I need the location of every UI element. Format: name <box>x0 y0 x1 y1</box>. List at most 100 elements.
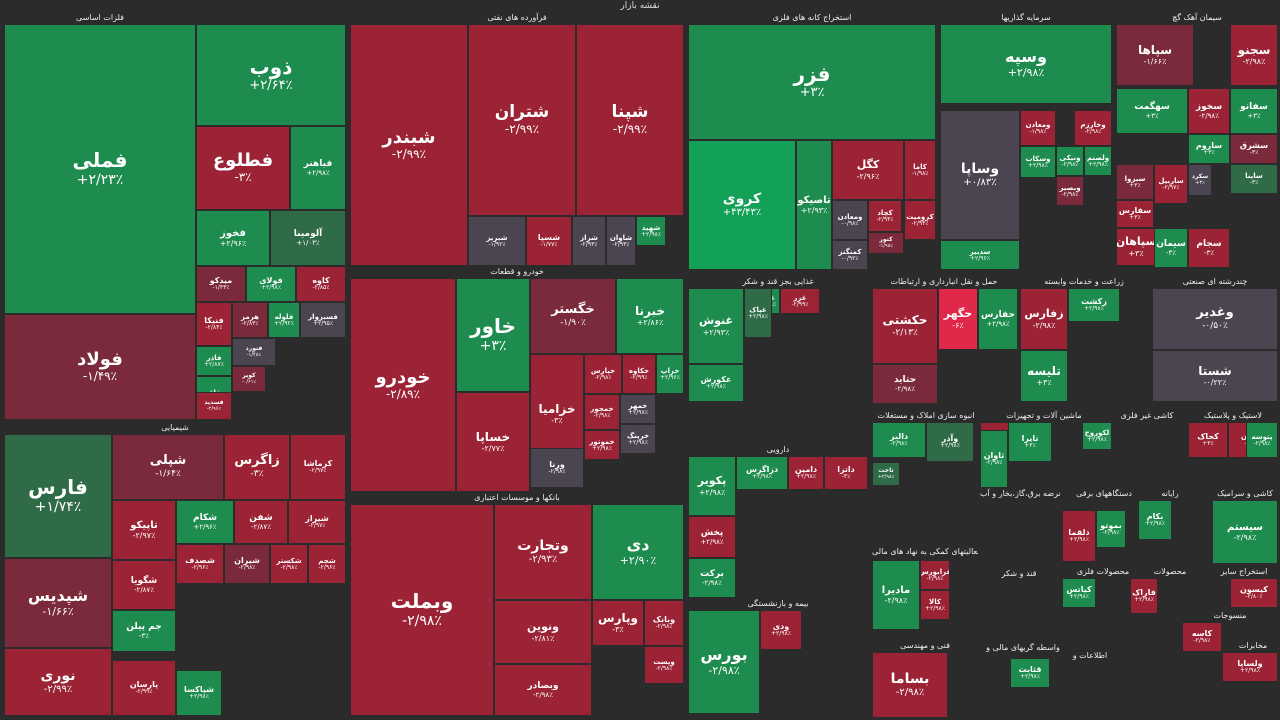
stock-tile[interactable]: فاذر +۲/۸۷٪ <box>196 346 232 376</box>
stock-tile[interactable]: سپاهان +۳٪ <box>1116 228 1156 266</box>
stock-tile[interactable]: میدکو -۱/۳۳٪ <box>196 266 246 302</box>
stock-tile[interactable]: سجام -۳٪ <box>1188 228 1230 268</box>
stock-tile[interactable]: پارسان -۲/۹۹٪ <box>112 660 176 716</box>
stock-tile[interactable]: دامین +۲/۹۸٪ <box>788 456 824 490</box>
stock-tile[interactable]: خساپا -۲/۷۷٪ <box>456 392 530 492</box>
stock-tile[interactable]: وبانک -۲/۹۸٪ <box>644 600 684 646</box>
stock-tile[interactable]: شکام +۲/۹۶٪ <box>176 500 234 544</box>
stock-tile[interactable]: کرومیت -۲/۹۴٪ <box>904 200 936 240</box>
stock-tile[interactable]: ودی +۲/۹۸٪ <box>760 610 802 650</box>
stock-tile[interactable]: کالا +۲/۹۸٪ <box>920 590 950 620</box>
stock-tile[interactable]: سفانو +۳٪ <box>1230 88 1278 134</box>
stock-tile[interactable]: شپدیس -۱/۶۶٪ <box>4 558 112 648</box>
stock-tile[interactable]: کچاد -۲/۹۴٪ <box>868 200 902 232</box>
stock-tile[interactable]: سجنو -۲/۹۸٪ <box>1230 24 1278 86</box>
stock-tile[interactable]: تایرا +۳٪ <box>1008 422 1052 462</box>
stock-tile[interactable]: وخارزم -۲/۹۸٪ <box>1074 110 1112 146</box>
stock-tile[interactable]: غکورش +۲/۹۸٪ <box>688 364 744 402</box>
stock-tile[interactable]: بموتو -۲/۹۸٪ <box>1096 510 1126 548</box>
stock-tile[interactable]: کنور -۱/۹۸٪ <box>868 232 904 254</box>
stock-tile[interactable]: کمنگنز -۰/۹۲٪ <box>832 240 868 270</box>
stock-tile[interactable]: کرماشا -۲/۹۷٪ <box>290 434 346 500</box>
stock-tile[interactable]: فطلوع -۳٪ <box>196 126 290 210</box>
stock-tile[interactable]: ولساپا +۲/۹۸٪ <box>1222 652 1278 682</box>
stock-tile[interactable]: حفارس +۲/۹۸٪ <box>978 288 1018 350</box>
stock-tile[interactable]: سپاها -۱/۶۶٪ <box>1116 24 1194 86</box>
stock-tile[interactable]: خپارس -۲/۹۸٪ <box>584 354 622 394</box>
stock-tile[interactable]: سیستم -۲/۹۸٪ <box>1212 500 1278 564</box>
stock-tile[interactable]: بکام +۲/۹۸٪ <box>1138 500 1172 540</box>
stock-tile[interactable]: وپارس -۳٪ <box>592 600 644 646</box>
stock-tile[interactable]: دی +۲/۹۰٪ <box>592 504 684 600</box>
stock-tile[interactable]: شیران -۲/۹۸٪ <box>224 544 270 584</box>
stock-tile[interactable]: خمحور -۲/۹۸٪ <box>584 394 620 430</box>
stock-tile[interactable]: غنوش +۲/۹۳٪ <box>688 288 744 364</box>
stock-tile[interactable]: سکرد +۳٪ <box>1188 164 1212 196</box>
stock-tile[interactable]: تاپیکو -۲/۹۷٪ <box>112 500 176 560</box>
stock-tile[interactable]: خرینگ +۲/۹۸٪ <box>620 424 656 454</box>
stock-tile[interactable]: فسدید -۲/۹۶٪ <box>196 392 232 420</box>
stock-tile[interactable]: کاسه -۲/۹۸٪ <box>1182 622 1222 652</box>
stock-tile[interactable]: دزاگرس +۲/۹۸٪ <box>736 456 788 490</box>
stock-tile[interactable]: سیمان -۳٪ <box>1154 228 1188 268</box>
stock-tile[interactable]: ساروم +۳٪ <box>1188 134 1230 164</box>
stock-tile[interactable]: حگهر -۶٪ <box>938 288 978 350</box>
stock-tile[interactable]: ساربیل -۲/۹۷٪ <box>1154 164 1188 204</box>
stock-tile[interactable]: غزر -۲/۹۹٪ <box>780 288 820 314</box>
stock-tile[interactable]: فباهنر +۲/۹۸٪ <box>290 126 346 210</box>
stock-tile[interactable]: کیاتس +۲/۹۸٪ <box>1062 578 1096 608</box>
stock-tile[interactable]: بساما -۲/۹۸٪ <box>872 652 948 718</box>
stock-tile[interactable]: ونیکی -۲/۹۸٪ <box>1056 146 1084 176</box>
stock-tile[interactable]: ونوین -۲/۸۱٪ <box>494 600 592 664</box>
stock-tile[interactable]: وساپا +۰/۸۳٪ <box>940 110 1020 240</box>
stock-tile[interactable]: فاراک +۲/۹۸٪ <box>1130 578 1158 614</box>
stock-tile[interactable]: تلیسه +۳٪ <box>1020 350 1068 402</box>
stock-tile[interactable]: لکوروح +۲/۹۸٪ <box>1082 422 1112 450</box>
stock-tile[interactable]: کگل -۲/۹۶٪ <box>832 140 904 200</box>
stock-tile[interactable]: ماديرا -۲/۹۸٪ <box>872 560 920 630</box>
stock-tile[interactable]: شپنا -۲/۹۹٪ <box>576 24 684 216</box>
stock-tile[interactable]: تاصیکو +۲/۹۳٪ <box>796 140 832 270</box>
stock-tile[interactable]: ساینا -۳٪ <box>1230 164 1278 194</box>
stock-tile[interactable]: وسپه +۲/۹۸٪ <box>940 24 1112 104</box>
stock-tile[interactable]: شپاکسا +۲/۹۸٪ <box>176 670 222 716</box>
stock-tile[interactable]: شیراز -۲/۹۷٪ <box>288 500 346 544</box>
stock-tile[interactable]: کروی +۴۳/۴۳٪ <box>688 140 796 270</box>
stock-tile[interactable]: خکاوه -۲/۹۹٪ <box>622 354 656 394</box>
stock-tile[interactable]: فسبزوار +۲/۹۵٪ <box>300 302 346 338</box>
stock-tile[interactable]: ومعادن -۰/۹۸٪ <box>832 200 868 240</box>
stock-tile[interactable]: شبندر -۲/۹۹٪ <box>350 24 468 266</box>
stock-tile[interactable]: وآذر +۲/۹۸٪ <box>926 422 974 462</box>
stock-tile[interactable]: خگستر -۱/۹۰٪ <box>530 278 616 354</box>
stock-tile[interactable]: پخش +۲/۹۸٪ <box>688 516 736 558</box>
stock-tile[interactable]: ثاخت +۲/۹۸٪ <box>872 462 900 486</box>
stock-tile[interactable]: فخوز +۲/۹۶٪ <box>196 210 270 266</box>
stock-tile[interactable]: کیسون -۲/۸۰٪ <box>1230 578 1278 608</box>
stock-tile[interactable]: فرابورس -۲/۹۸٪ <box>920 560 950 590</box>
stock-tile[interactable]: شپلی -۱/۶۴٪ <box>112 434 224 500</box>
stock-tile[interactable]: وسکاب +۲/۹۸٪ <box>1020 146 1056 178</box>
stock-tile[interactable]: غپاک +۲/۹۸٪ <box>744 288 772 338</box>
stock-tile[interactable]: ولصنم +۲/۹۸٪ <box>1084 146 1112 176</box>
stock-tile[interactable]: خزاپ +۲/۹۶٪ <box>656 354 684 394</box>
stock-tile[interactable]: خبرنا +۲/۸۶٪ <box>616 278 684 354</box>
stock-tile[interactable]: هرمز -۲/۸۳٪ <box>232 302 268 338</box>
stock-tile[interactable]: بورس -۲/۹۸٪ <box>688 610 760 714</box>
stock-tile[interactable]: قثابت +۲/۹۸٪ <box>1010 658 1050 688</box>
stock-tile[interactable]: داتزا -۳٪ <box>824 456 868 490</box>
stock-tile[interactable]: شستا -۰/۲۲٪ <box>1152 350 1278 402</box>
stock-tile[interactable]: ورنا -۲/۹۸٪ <box>530 448 584 488</box>
stock-tile[interactable]: شبریز -۱/۹۲٪ <box>468 216 526 266</box>
stock-tile[interactable]: دالبر -۲/۹۸٪ <box>872 422 926 458</box>
stock-tile[interactable]: شراز -۲/۹۳٪ <box>572 216 606 266</box>
stock-tile[interactable]: فارس +۱/۷۴٪ <box>4 434 112 558</box>
stock-tile[interactable]: فزر +۳٪ <box>688 24 936 140</box>
stock-tile[interactable]: زفارس -۲/۹۸٪ <box>1020 288 1068 350</box>
stock-tile[interactable]: خاور +۳٪ <box>456 278 530 392</box>
stock-tile[interactable]: وپست -۲/۹۸٪ <box>644 646 684 684</box>
stock-tile[interactable]: کحاک +۳٪ <box>1188 422 1228 458</box>
stock-tile[interactable]: وبصیر -۲/۹۸٪ <box>1056 176 1084 206</box>
stock-tile[interactable]: وغدیر -۰/۵۰٪ <box>1152 288 1278 350</box>
stock-tile[interactable]: شگویا -۲/۸۷٪ <box>112 560 176 610</box>
stock-tile[interactable]: وتجارت -۲/۹۳٪ <box>494 504 592 600</box>
